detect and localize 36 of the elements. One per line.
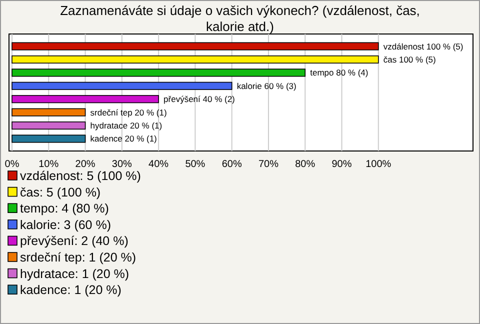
x-tick-label: 70%	[258, 159, 279, 170]
x-tick-label: 100%	[366, 159, 392, 170]
bar	[12, 121, 86, 130]
chart-title: Zaznamenáváte si údaje o vašich výkonech? (vzdálenost, čas, kalorie atd.)	[60, 3, 420, 34]
category-label: kalorie 60 % (3)	[236, 80, 296, 91]
category-label: tempo 80 % (4)	[310, 68, 368, 78]
bar	[12, 68, 306, 77]
x-tick-label: 30%	[112, 159, 132, 170]
x-tick-label: 90%	[332, 159, 352, 170]
category-label: srdeční tep 20 % (1)	[90, 107, 167, 118]
text: hydratace: 1 (20 %)	[20, 266, 130, 281]
text: čas: 5 (100 %)	[20, 185, 101, 200]
x-tick-label: 20%	[75, 159, 96, 170]
text: srdeční tep: 1 (20 %)	[20, 250, 136, 264]
bar	[12, 95, 159, 104]
text: vzdálenost: 5 (100 %)	[20, 169, 141, 183]
x-tick-label: 60%	[222, 159, 242, 170]
x-tick-label: 10%	[38, 159, 59, 170]
text: kalorie: 3 (60 %)	[20, 218, 112, 232]
category-label: vzdálenost 100 % (5)	[383, 41, 464, 52]
bar	[12, 55, 379, 64]
x-tick-label: 50%	[185, 159, 206, 170]
category-label: hydratace 20 % (1)	[90, 120, 162, 131]
bar	[12, 42, 379, 50]
text: tempo: 4 (80 %)	[20, 202, 109, 216]
category-label: čas 100 % (5)	[383, 54, 436, 64]
category-label: převýšení 40 % (2)	[164, 94, 235, 104]
x-tick-label: 40%	[148, 159, 169, 170]
x-tick-label: 80%	[295, 159, 316, 170]
text: převýšení: 2 (40 %)	[20, 234, 128, 248]
bar	[12, 108, 86, 116]
text: kadence: 1 (20 %)	[20, 283, 122, 298]
bar	[12, 82, 232, 90]
category-label: kadence 20 % (1)	[90, 134, 157, 144]
x-tick-label: 0%	[4, 159, 20, 170]
bar	[12, 134, 86, 143]
